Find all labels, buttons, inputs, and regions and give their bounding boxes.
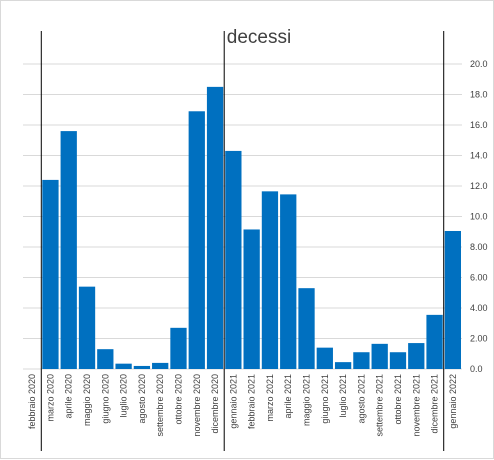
y-tick-label: 10.0 <box>470 212 488 222</box>
bar <box>444 230 461 369</box>
x-tick-label: dicembre 2021 <box>430 374 440 434</box>
y-tick-label: 20.0 <box>470 59 488 69</box>
bar <box>42 179 59 369</box>
bar <box>408 343 425 369</box>
bar <box>115 363 132 369</box>
bar <box>170 327 187 369</box>
y-tick-label: 18.0 <box>470 90 488 100</box>
bar <box>97 349 114 369</box>
y-axis-ticks: 0.0 2.00 4.00 6.00 8.00 10.0 12.0 14.0 16.0 18.0 2… <box>470 59 488 374</box>
y-tick-label: 16.0 <box>470 120 488 130</box>
y-tick-label: 8.00 <box>470 242 488 252</box>
bar <box>334 362 352 369</box>
x-tick-label: luglio 2020 <box>119 374 129 418</box>
x-tick-label: ottobre 2021 <box>393 374 403 425</box>
bar <box>243 229 260 369</box>
y-tick-label: 12.0 <box>470 181 488 191</box>
x-tick-label: giugno 2020 <box>100 374 110 424</box>
y-tick-label: 2.00 <box>470 334 488 344</box>
x-tick-label: maggio 2020 <box>82 374 92 426</box>
bar <box>60 131 77 369</box>
bar <box>298 288 315 369</box>
x-tick-label: aprile 2021 <box>283 374 293 419</box>
bar <box>280 194 297 369</box>
x-tick-label: febbraio 2021 <box>247 374 257 429</box>
x-tick-label: maggio 2021 <box>302 374 312 426</box>
x-tick-label: agosto 2021 <box>356 374 366 424</box>
year-separators <box>40 31 445 451</box>
bar <box>78 286 96 369</box>
x-tick-label: settembre 2021 <box>375 374 385 437</box>
y-tick-label: 14.0 <box>470 151 488 161</box>
bar <box>188 111 205 370</box>
x-tick-label: novembre 2020 <box>192 374 202 437</box>
x-tick-label: marzo 2021 <box>265 374 275 422</box>
x-tick-label: gennaio 2022 <box>448 374 458 429</box>
bar <box>389 352 407 369</box>
x-tick-label: febbraio 2020 <box>27 374 37 429</box>
y-tick-label: 6.00 <box>470 273 488 283</box>
x-tick-label: agosto 2020 <box>137 374 147 424</box>
x-tick-label: aprile 2020 <box>64 374 74 419</box>
y-tick-label: 4.00 <box>470 303 488 313</box>
bar <box>225 150 242 369</box>
bar <box>371 343 388 369</box>
bar <box>206 86 224 369</box>
y-tick-label: 0.0 <box>470 364 483 374</box>
bar <box>353 352 370 369</box>
x-tick-label: marzo 2020 <box>45 374 55 422</box>
x-axis-ticks: febbraio 2020 marzo 2020 aprile 2020 maggio… <box>27 374 458 437</box>
x-tick-label: novembre 2021 <box>411 374 421 437</box>
bar <box>426 314 443 369</box>
x-tick-label: settembre 2020 <box>155 374 165 437</box>
bars <box>42 86 461 370</box>
bar <box>316 347 333 369</box>
x-tick-label: dicembre 2020 <box>210 374 220 434</box>
x-tick-label: ottobre 2020 <box>173 374 183 425</box>
chart-title: decessi <box>227 27 291 48</box>
x-tick-label: giugno 2021 <box>320 374 330 424</box>
x-tick-label: gennaio 2021 <box>228 374 238 429</box>
bar <box>133 365 151 369</box>
bar <box>261 191 279 369</box>
x-tick-label: luglio 2021 <box>338 374 348 418</box>
bar <box>152 362 169 369</box>
gridlines <box>23 63 462 370</box>
